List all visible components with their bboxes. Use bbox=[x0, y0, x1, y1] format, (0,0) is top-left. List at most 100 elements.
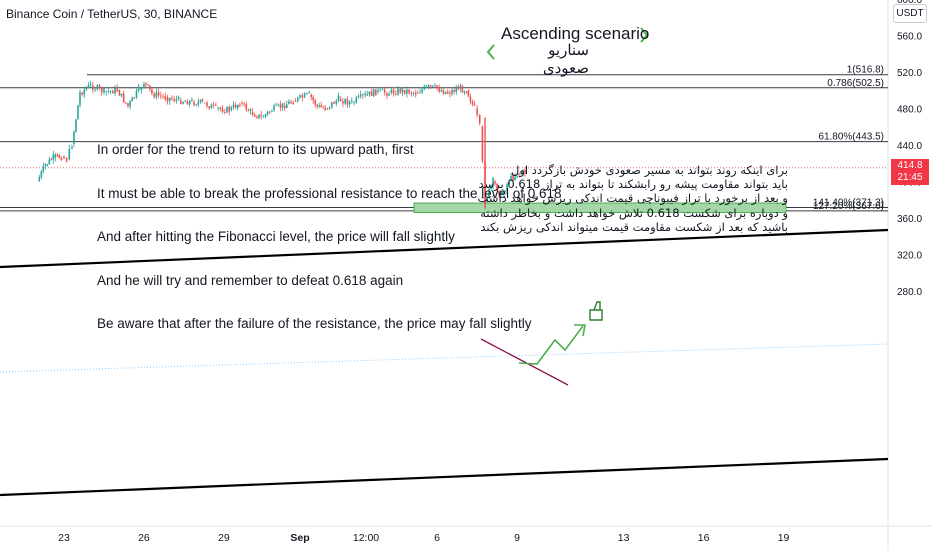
candle-body bbox=[473, 103, 476, 106]
candle-body bbox=[160, 95, 162, 97]
candle-body bbox=[397, 88, 399, 95]
candle-body bbox=[512, 175, 514, 181]
candle-body bbox=[455, 88, 458, 92]
currency-button[interactable]: USDT bbox=[893, 4, 927, 23]
candle-body bbox=[410, 93, 413, 95]
candle-body bbox=[268, 111, 271, 113]
candle-body bbox=[258, 114, 260, 118]
candle-body bbox=[206, 102, 208, 107]
candle-body bbox=[239, 104, 241, 107]
candle-body bbox=[129, 101, 131, 107]
thumbs-up-shape bbox=[589, 301, 603, 321]
candle-body bbox=[314, 100, 316, 105]
candle-body bbox=[390, 89, 393, 93]
candle-body bbox=[83, 89, 86, 95]
candle-body bbox=[107, 90, 110, 92]
candle-body bbox=[342, 101, 344, 104]
candle-body bbox=[351, 100, 353, 102]
x-tick-label: 13 bbox=[618, 532, 630, 544]
english-line: In order for the trend to return to its … bbox=[97, 142, 414, 157]
candle-body bbox=[362, 94, 364, 96]
candle-body bbox=[434, 85, 436, 87]
candle-body bbox=[105, 91, 107, 92]
candle-body bbox=[408, 89, 410, 94]
candle-body bbox=[140, 88, 143, 91]
fib-level-label: 127.20%(367.6) bbox=[813, 201, 884, 212]
candle-body bbox=[197, 101, 200, 105]
x-tick-label: 16 bbox=[698, 532, 710, 544]
y-tick-label: 480.0 bbox=[897, 104, 922, 115]
candle-body bbox=[288, 101, 290, 105]
candle-body bbox=[318, 105, 320, 107]
candle-body bbox=[486, 198, 488, 202]
candle-body bbox=[245, 103, 248, 111]
candle-body bbox=[168, 97, 171, 102]
english-line: It must be able to break the professiona… bbox=[97, 185, 562, 201]
candle-body bbox=[498, 190, 500, 195]
resistance-trendline bbox=[480, 338, 569, 386]
candle-body bbox=[281, 103, 284, 108]
candle-body bbox=[436, 85, 438, 89]
candle-body bbox=[494, 181, 496, 184]
candle-body bbox=[260, 114, 263, 117]
candle-body bbox=[204, 102, 206, 104]
x-tick-label: 19 bbox=[778, 532, 790, 544]
candle-body bbox=[348, 101, 351, 105]
english-line: Be aware that after the failure of the r… bbox=[97, 316, 532, 331]
candle-body bbox=[112, 90, 114, 94]
candle-body bbox=[500, 191, 502, 195]
candle-body bbox=[372, 89, 375, 96]
fib-level-label: 141.40%(371.3) bbox=[813, 197, 884, 208]
candle-body bbox=[465, 91, 468, 93]
candle-body bbox=[453, 89, 455, 92]
candle-body bbox=[379, 89, 382, 91]
candle-body bbox=[381, 89, 384, 91]
candle-body bbox=[333, 102, 335, 104]
candle-body bbox=[79, 92, 81, 106]
candle-body bbox=[429, 85, 432, 87]
candle-body bbox=[471, 101, 474, 104]
current-price-tag: 414.8 21:45 bbox=[891, 158, 929, 185]
candle-body bbox=[251, 111, 254, 115]
candle-body bbox=[467, 90, 470, 97]
candle-body bbox=[98, 85, 101, 88]
candle-body bbox=[299, 95, 301, 98]
candle-body bbox=[241, 102, 243, 104]
candle-body bbox=[496, 183, 498, 191]
candle-body bbox=[118, 90, 121, 96]
candle-body bbox=[234, 104, 237, 108]
candle-body bbox=[143, 84, 145, 89]
candle-body bbox=[292, 102, 294, 105]
candle-body bbox=[463, 91, 466, 93]
persian-line: باید بتواند مقاومت پیشه رو رابشکند تا بت… bbox=[478, 177, 788, 192]
candle-body bbox=[63, 156, 65, 159]
y-tick-label: 320.0 bbox=[897, 250, 922, 261]
candle-body bbox=[440, 90, 443, 92]
candle-body bbox=[137, 86, 140, 91]
y-tick-label: 280.0 bbox=[897, 287, 922, 298]
candle-body bbox=[514, 176, 516, 181]
candle-body bbox=[182, 101, 184, 104]
y-tick-label: 520.0 bbox=[897, 68, 922, 79]
candle-body bbox=[520, 173, 522, 175]
candle-body bbox=[89, 83, 92, 86]
candle-body bbox=[277, 104, 280, 106]
candle-body bbox=[120, 93, 123, 96]
candle-body bbox=[425, 85, 428, 87]
candle-body bbox=[249, 109, 252, 111]
candle-body bbox=[438, 88, 441, 92]
candle-body bbox=[370, 91, 373, 96]
candle-body bbox=[232, 104, 235, 108]
candle-body bbox=[310, 94, 312, 97]
candle-body bbox=[451, 89, 453, 94]
candle-body bbox=[127, 103, 129, 107]
candle-body bbox=[73, 131, 75, 144]
candle-body bbox=[162, 95, 164, 97]
candle-body bbox=[125, 102, 127, 104]
candle-body bbox=[401, 88, 404, 93]
candle-body bbox=[518, 174, 520, 175]
candle-body bbox=[247, 110, 250, 111]
persian-line: برای اینکه روند بتواند به مسیر صعودی خود… bbox=[510, 163, 788, 177]
candle-body bbox=[337, 95, 340, 101]
